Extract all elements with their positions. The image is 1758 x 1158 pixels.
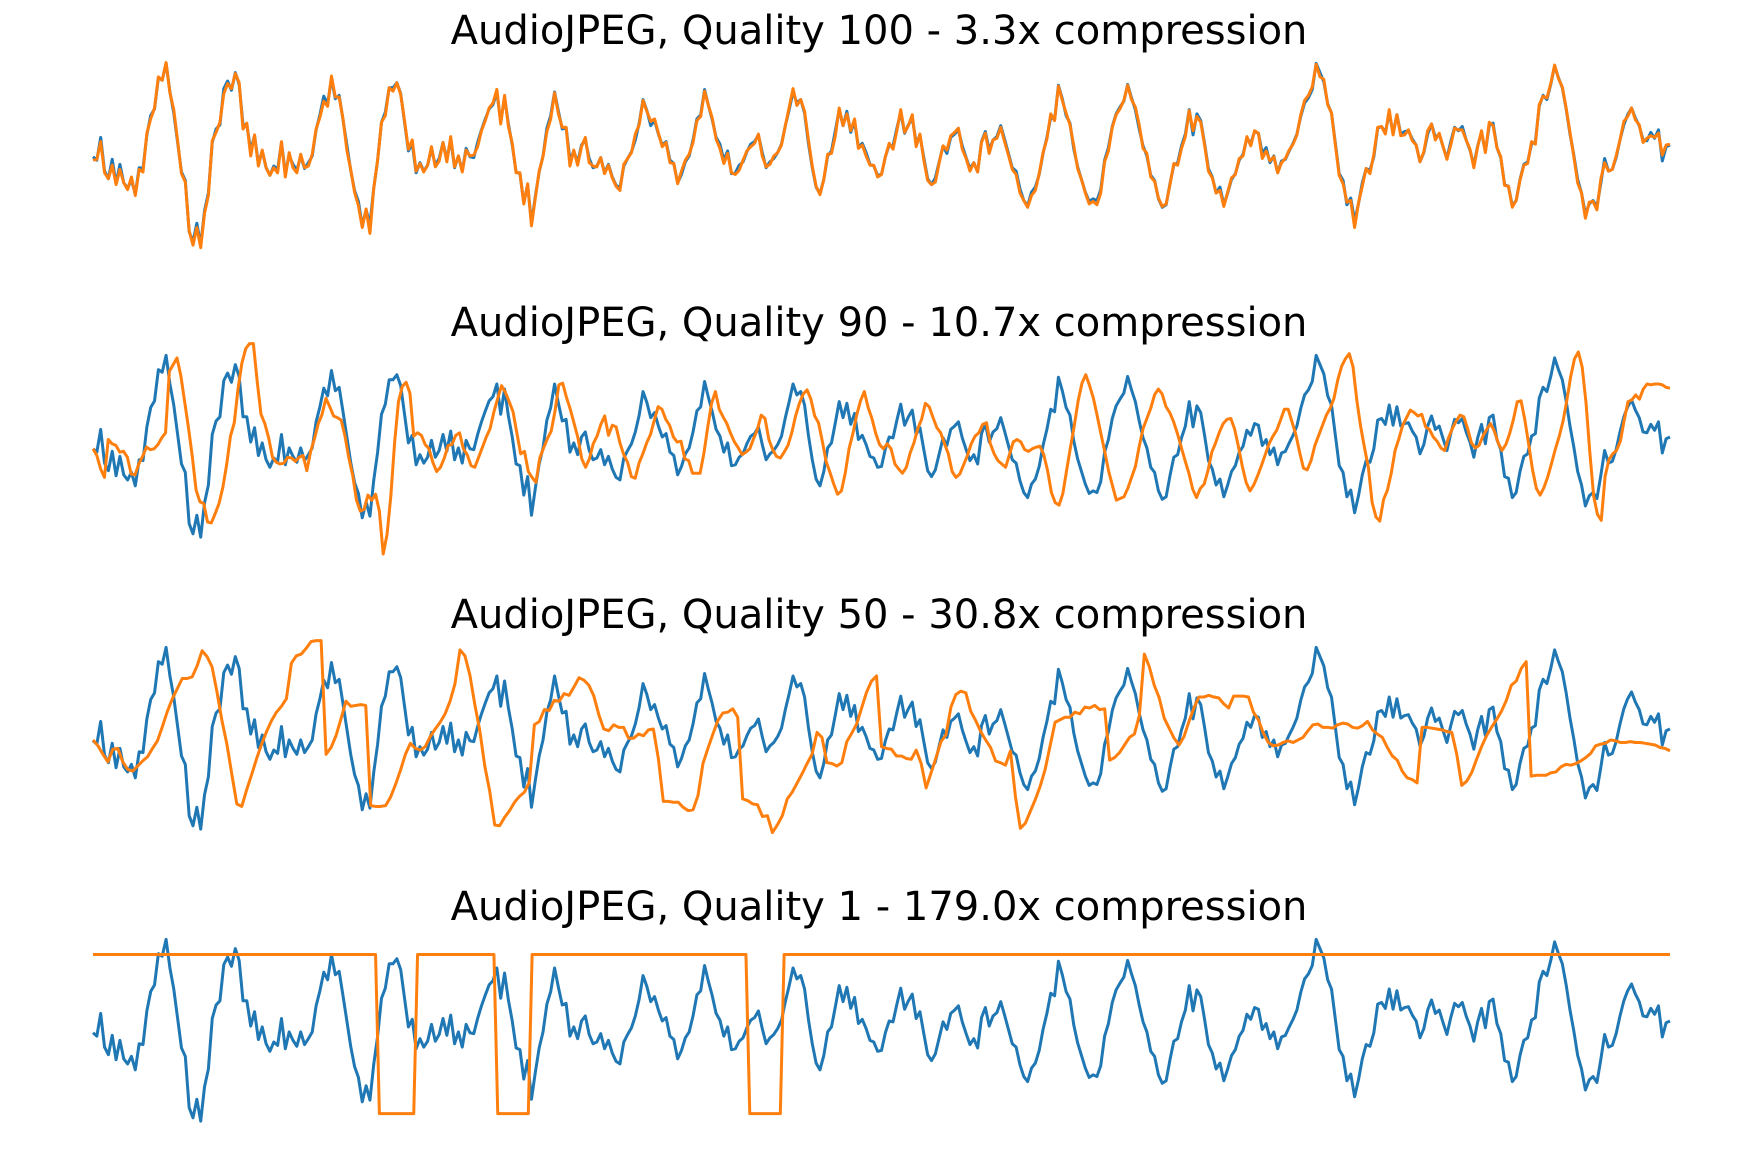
panel-title: AudioJPEG, Quality 90 - 10.7x compressio… [451, 300, 1308, 346]
panel-quality-90: AudioJPEG, Quality 90 - 10.7x compressio… [91, 300, 1671, 556]
panel-title: AudioJPEG, Quality 100 - 3.3x compressio… [451, 8, 1308, 54]
original-waveform-line [92, 645, 1671, 831]
panel-quality-100: AudioJPEG, Quality 100 - 3.3x compressio… [92, 8, 1671, 250]
panel-quality-50: AudioJPEG, Quality 50 - 30.8x compressio… [91, 592, 1671, 835]
panel-title: AudioJPEG, Quality 1 - 179.0x compressio… [451, 884, 1308, 930]
compressed-waveform-line [91, 639, 1671, 835]
compressed-waveform-line [92, 61, 1671, 250]
panel-title: AudioJPEG, Quality 50 - 30.8x compressio… [451, 592, 1308, 638]
compressed-waveform-line [91, 342, 1671, 556]
original-waveform-line [92, 937, 1671, 1123]
compressed-waveform-line [93, 953, 1670, 1116]
panel-quality-1: AudioJPEG, Quality 1 - 179.0x compressio… [92, 884, 1671, 1123]
